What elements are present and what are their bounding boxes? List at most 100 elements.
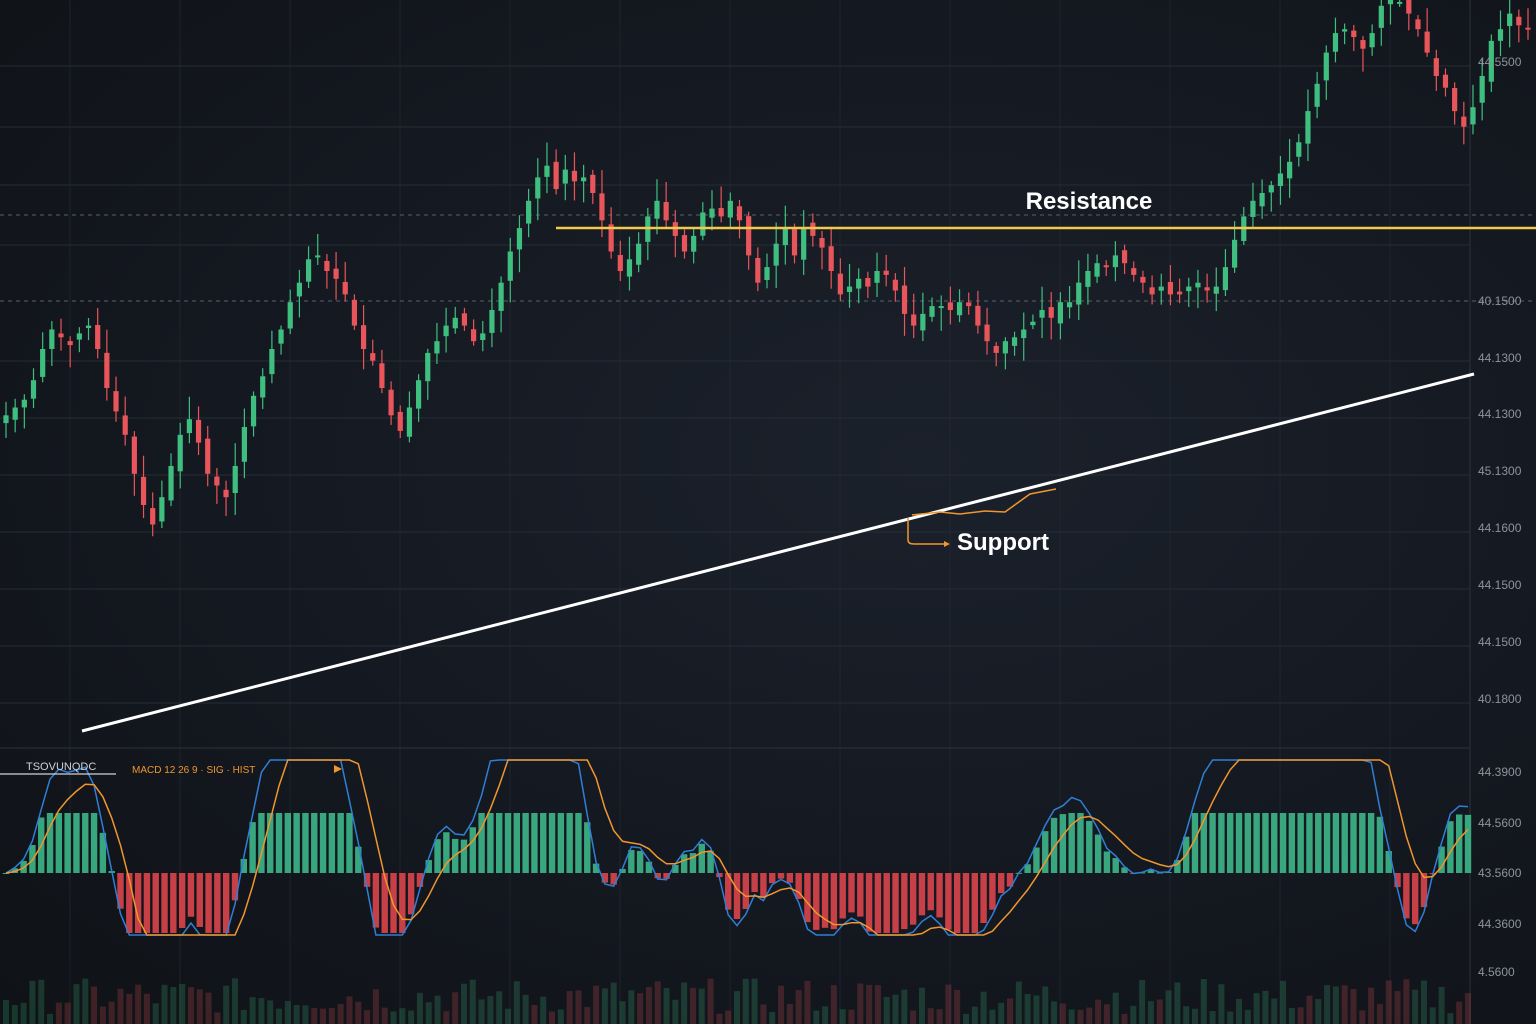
macd-axis-label: 44.5600 (1478, 816, 1522, 830)
price-axis-label: 45.1300 (1478, 464, 1522, 478)
volume-bar (478, 999, 485, 1024)
volume-bar (1227, 1011, 1234, 1024)
volume-bar (276, 1008, 283, 1024)
candle-body (526, 200, 532, 224)
macd-hist-bar (73, 813, 80, 873)
macd-hist-bar (584, 822, 591, 873)
macd-hist-bar (496, 813, 503, 873)
macd-hist-bar (575, 813, 582, 873)
macd-hist-bar (1271, 813, 1278, 873)
macd-hist-bar (249, 822, 256, 873)
candle-body (333, 268, 339, 279)
candle-body (305, 259, 312, 282)
macd-hist-bar (134, 873, 142, 933)
candle-body (113, 391, 119, 412)
macd-hist-bar (857, 873, 864, 917)
candle-body (223, 489, 229, 498)
macd-hist-bar (214, 873, 221, 933)
volume-bar (989, 1009, 996, 1024)
candle-body (1332, 33, 1339, 52)
candle-body (296, 282, 302, 297)
candle-body (415, 380, 422, 409)
macd-hist-bar (689, 853, 697, 873)
volume-bar (1262, 990, 1269, 1024)
candle-body (1369, 33, 1375, 48)
candle-body (3, 415, 9, 424)
candle-body (1232, 239, 1238, 268)
macd-hist-bar (636, 850, 644, 873)
candle-body (1057, 302, 1063, 324)
volume-bar (408, 1010, 415, 1024)
candle-body (67, 341, 73, 346)
candle-body (856, 278, 862, 289)
candle-body (1066, 302, 1073, 308)
macd-hist-bar (1147, 869, 1155, 873)
volume-bar (1465, 993, 1471, 1024)
volume-bar (672, 999, 679, 1024)
volume-bar (1183, 1006, 1190, 1024)
candle-body (1452, 88, 1458, 112)
volume-bar (452, 992, 459, 1024)
candle-body (1021, 329, 1027, 339)
macd-hist-bar (319, 813, 327, 873)
candle-body (901, 285, 908, 314)
volume-bar (231, 978, 238, 1024)
macd-axis: 44.3900 44.5600 43.5600 44.3600 4.5600 (1478, 765, 1522, 979)
candle-body (911, 314, 917, 326)
macd-hist-bar (1455, 814, 1463, 873)
macd-hist-bar (1094, 834, 1102, 873)
volume-bar (416, 992, 423, 1024)
candle-body (1076, 282, 1082, 305)
macd-hist-bar (1315, 813, 1322, 873)
candle-body (1415, 19, 1421, 30)
volume-bar (610, 982, 617, 1024)
macd-hist-bar (769, 873, 776, 884)
candle-body (1204, 287, 1210, 291)
macd-hist-bar (998, 873, 1005, 894)
candle-body (1250, 200, 1256, 217)
candle-body (874, 271, 880, 283)
volume-bar (355, 1001, 362, 1024)
macd-hist-bar (1174, 860, 1181, 873)
volume-bar (813, 1010, 820, 1024)
volume-bar (945, 984, 952, 1024)
price-axis-label: 44.1600 (1478, 521, 1522, 535)
candle-body (1296, 142, 1302, 157)
candle-body (58, 333, 64, 338)
volume-bar (460, 983, 467, 1024)
volume-bar (1447, 1013, 1454, 1024)
macd-hist-bar (1288, 813, 1296, 873)
candle-body (1048, 307, 1054, 318)
volume-bar (1359, 1010, 1366, 1024)
macd-hist-bar (1394, 873, 1401, 888)
macd-hist-bar (328, 813, 336, 873)
macd-line (5, 759, 1469, 936)
volume-bar (1394, 991, 1401, 1024)
macd-hist-bar (980, 873, 987, 924)
candle-body (617, 255, 623, 271)
resistance-label: Resistance (1026, 188, 1153, 215)
macd-hist-bar (143, 873, 151, 933)
volume-bar (223, 985, 230, 1024)
volume-bar (1024, 994, 1031, 1024)
macd-hist-bar (918, 873, 926, 916)
price-axis-label: 44.1300 (1478, 407, 1522, 421)
macd-hist-bar (1438, 846, 1445, 873)
macd-hist-bar (1341, 813, 1348, 873)
volume-bar (1209, 1011, 1216, 1024)
volume-bar (170, 986, 177, 1024)
volume-bar (566, 991, 573, 1024)
volume-bar (1086, 1007, 1093, 1024)
volume-bar (205, 992, 212, 1024)
macd-hist-bar (848, 873, 855, 913)
macd-hist-bar (680, 854, 688, 873)
volume-bar (364, 1010, 371, 1024)
candle-body (654, 200, 660, 219)
volume-bar (522, 994, 529, 1024)
candle-body (85, 325, 92, 329)
macd-hist-bar (777, 873, 785, 879)
macd-hist-bar (548, 813, 556, 873)
macd-hist-bar (11, 868, 19, 873)
volume-bar (1033, 995, 1040, 1024)
